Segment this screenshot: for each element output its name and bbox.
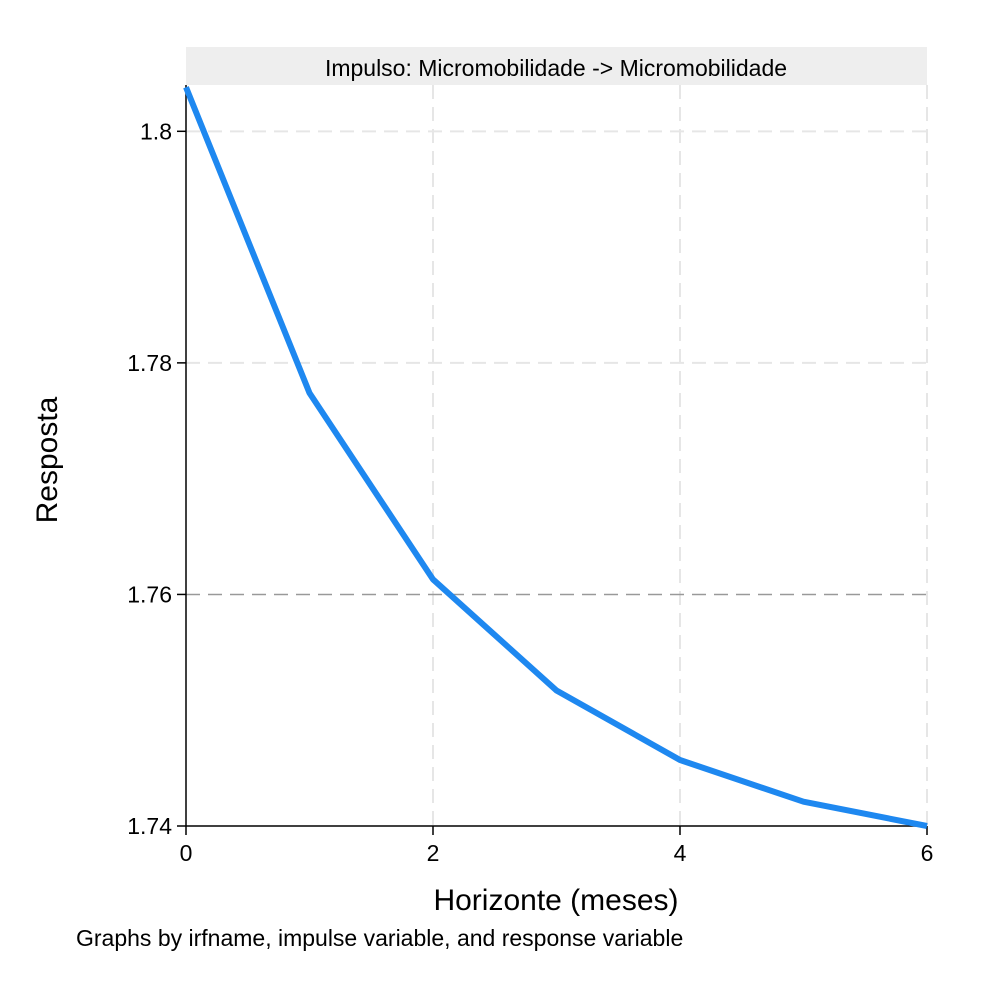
grid-lines	[186, 85, 928, 826]
y-tick-label: 1.74	[127, 813, 172, 839]
x-tick-label: 6	[921, 840, 934, 866]
series-line	[183, 86, 928, 829]
x-axis-label: Horizonte (meses)	[433, 884, 678, 917]
graph-note: Graphs by irfname, impulse variable, and…	[76, 925, 683, 951]
panel-title: Impulso: Micromobilidade -> Micromobilid…	[325, 55, 787, 81]
series-group	[183, 86, 928, 829]
y-axis-label: Resposta	[31, 396, 64, 523]
axes	[177, 85, 928, 835]
x-tick-label: 4	[674, 840, 687, 866]
y-tick-label: 1.76	[127, 581, 172, 607]
panel-title-strip	[186, 47, 927, 85]
y-tick-label: 1.8	[140, 118, 172, 144]
x-tick-label: 0	[180, 840, 193, 866]
y-tick-label: 1.78	[127, 350, 172, 376]
x-tick-label: 2	[427, 840, 440, 866]
tick-labels: 1.74 1.76 1.78 1.8 0 2 4 6	[127, 118, 933, 866]
